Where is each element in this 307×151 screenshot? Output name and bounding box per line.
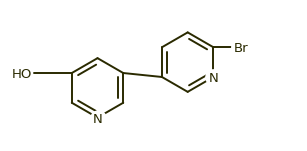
Text: N: N (93, 113, 103, 126)
Text: Br: Br (234, 42, 248, 55)
Text: N: N (208, 72, 218, 85)
Text: HO: HO (12, 68, 32, 81)
